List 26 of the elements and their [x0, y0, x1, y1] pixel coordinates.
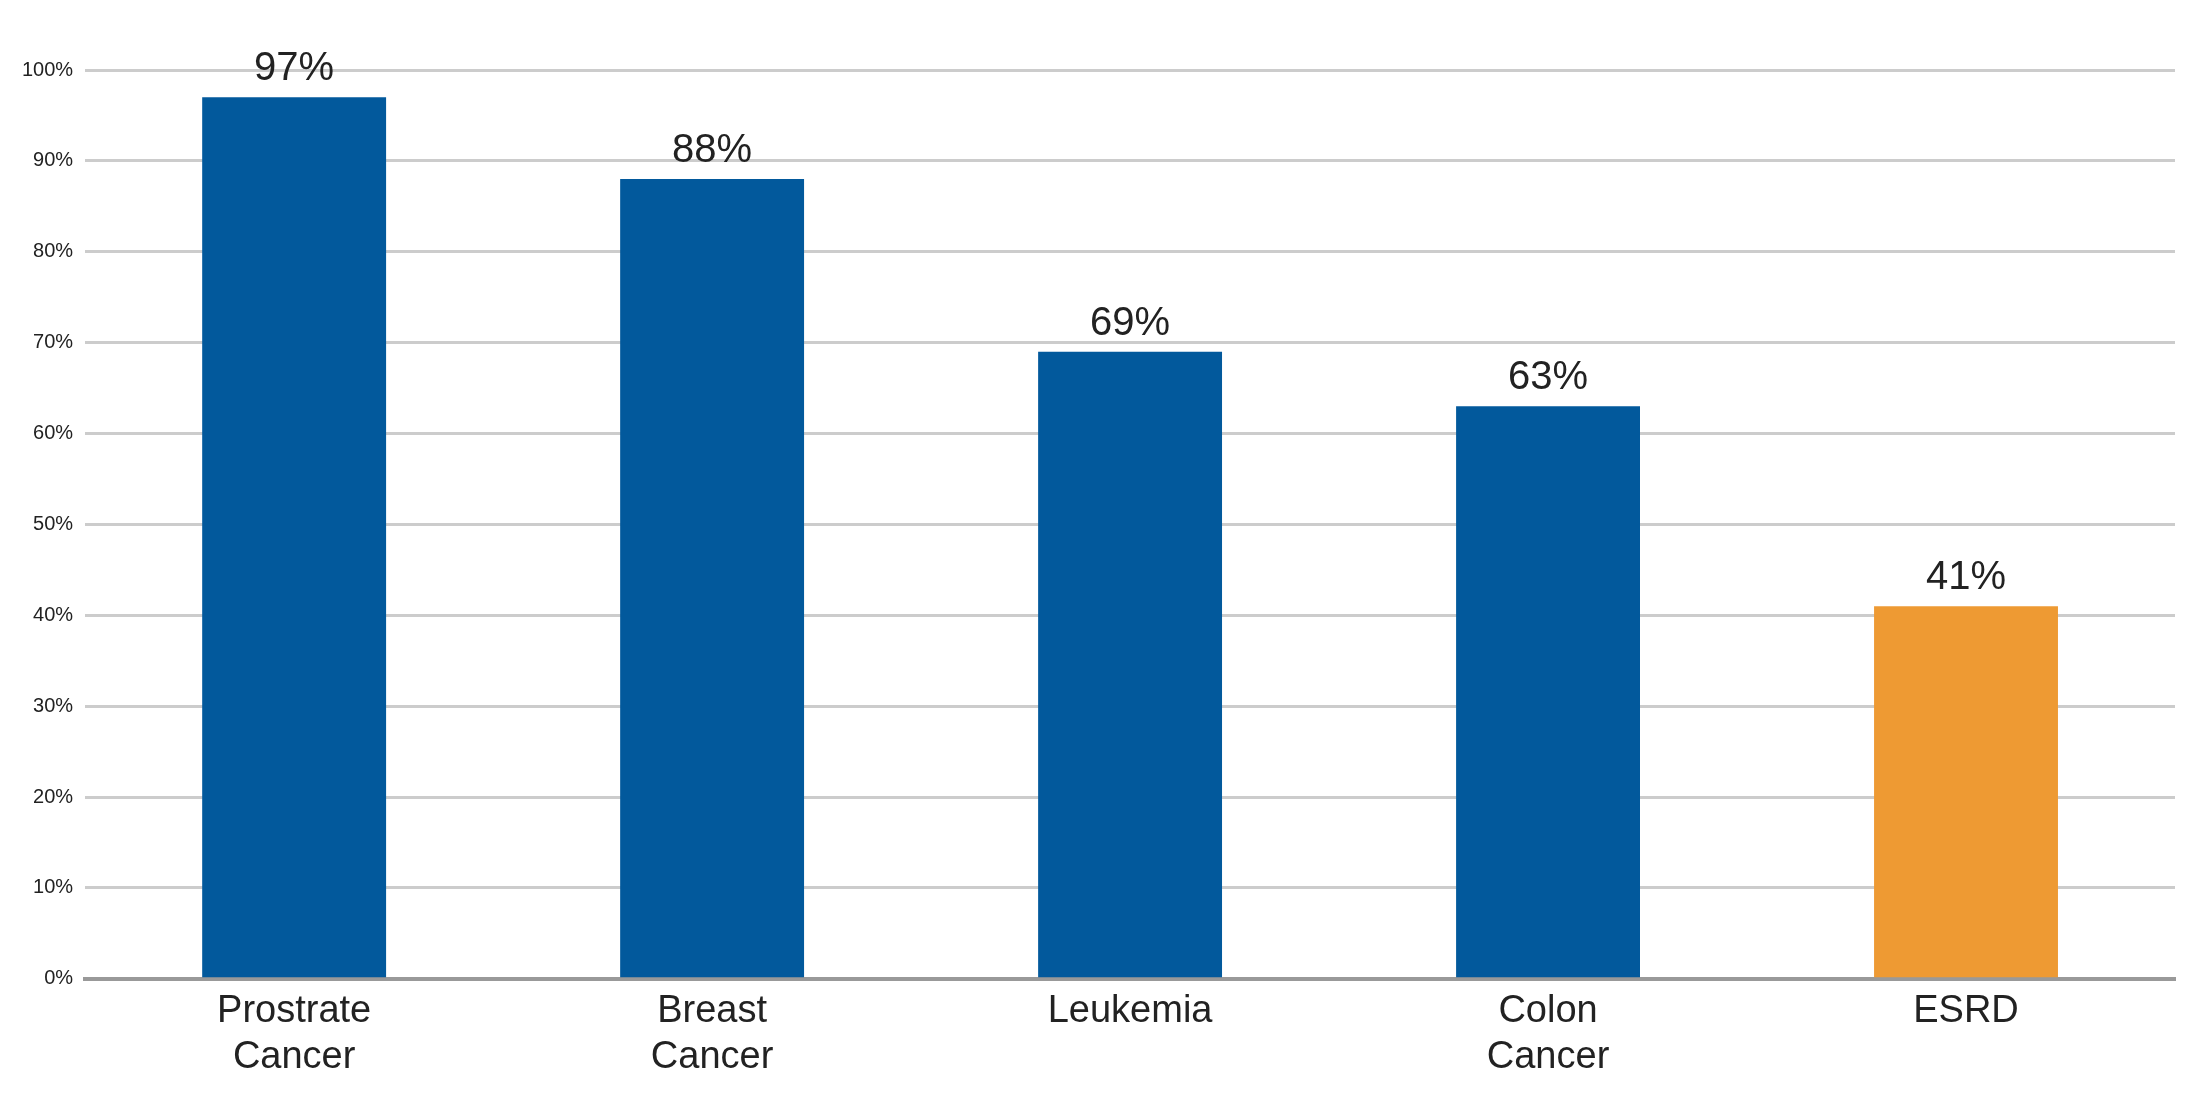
data-label: 63%: [1508, 353, 1589, 398]
y-tick-label: 100%: [22, 57, 74, 80]
y-tick-label: 40%: [33, 602, 74, 625]
y-tick-label: 30%: [33, 693, 74, 716]
y-tick-label: 80%: [33, 239, 74, 262]
bar: [620, 179, 805, 978]
bar: [1874, 606, 2058, 978]
x-tick-label: Breast Cancer: [650, 988, 774, 1076]
data-label: 88%: [672, 126, 753, 171]
y-tick-label: 60%: [33, 421, 74, 444]
y-tick-label: 50%: [33, 511, 74, 534]
bar: [202, 97, 387, 978]
y-tick-label: 20%: [33, 784, 74, 807]
x-tick-label: ESRD: [1913, 988, 2019, 1031]
bar: [1456, 406, 1640, 978]
y-tick-label: 70%: [33, 330, 74, 353]
x-tick-label: Prostrate Cancer: [217, 988, 372, 1076]
data-label: 97%: [254, 44, 335, 89]
bar: [1038, 351, 1223, 978]
x-tick-label: Leukemia: [1047, 988, 1214, 1031]
x-tick-label: Colon Cancer: [1486, 988, 1610, 1076]
y-tick-label: 90%: [33, 148, 74, 171]
data-label: 69%: [1090, 298, 1171, 343]
y-tick-label: 0%: [44, 966, 74, 989]
y-tick-label: 10%: [33, 875, 74, 898]
data-label: 41%: [1925, 553, 2007, 598]
